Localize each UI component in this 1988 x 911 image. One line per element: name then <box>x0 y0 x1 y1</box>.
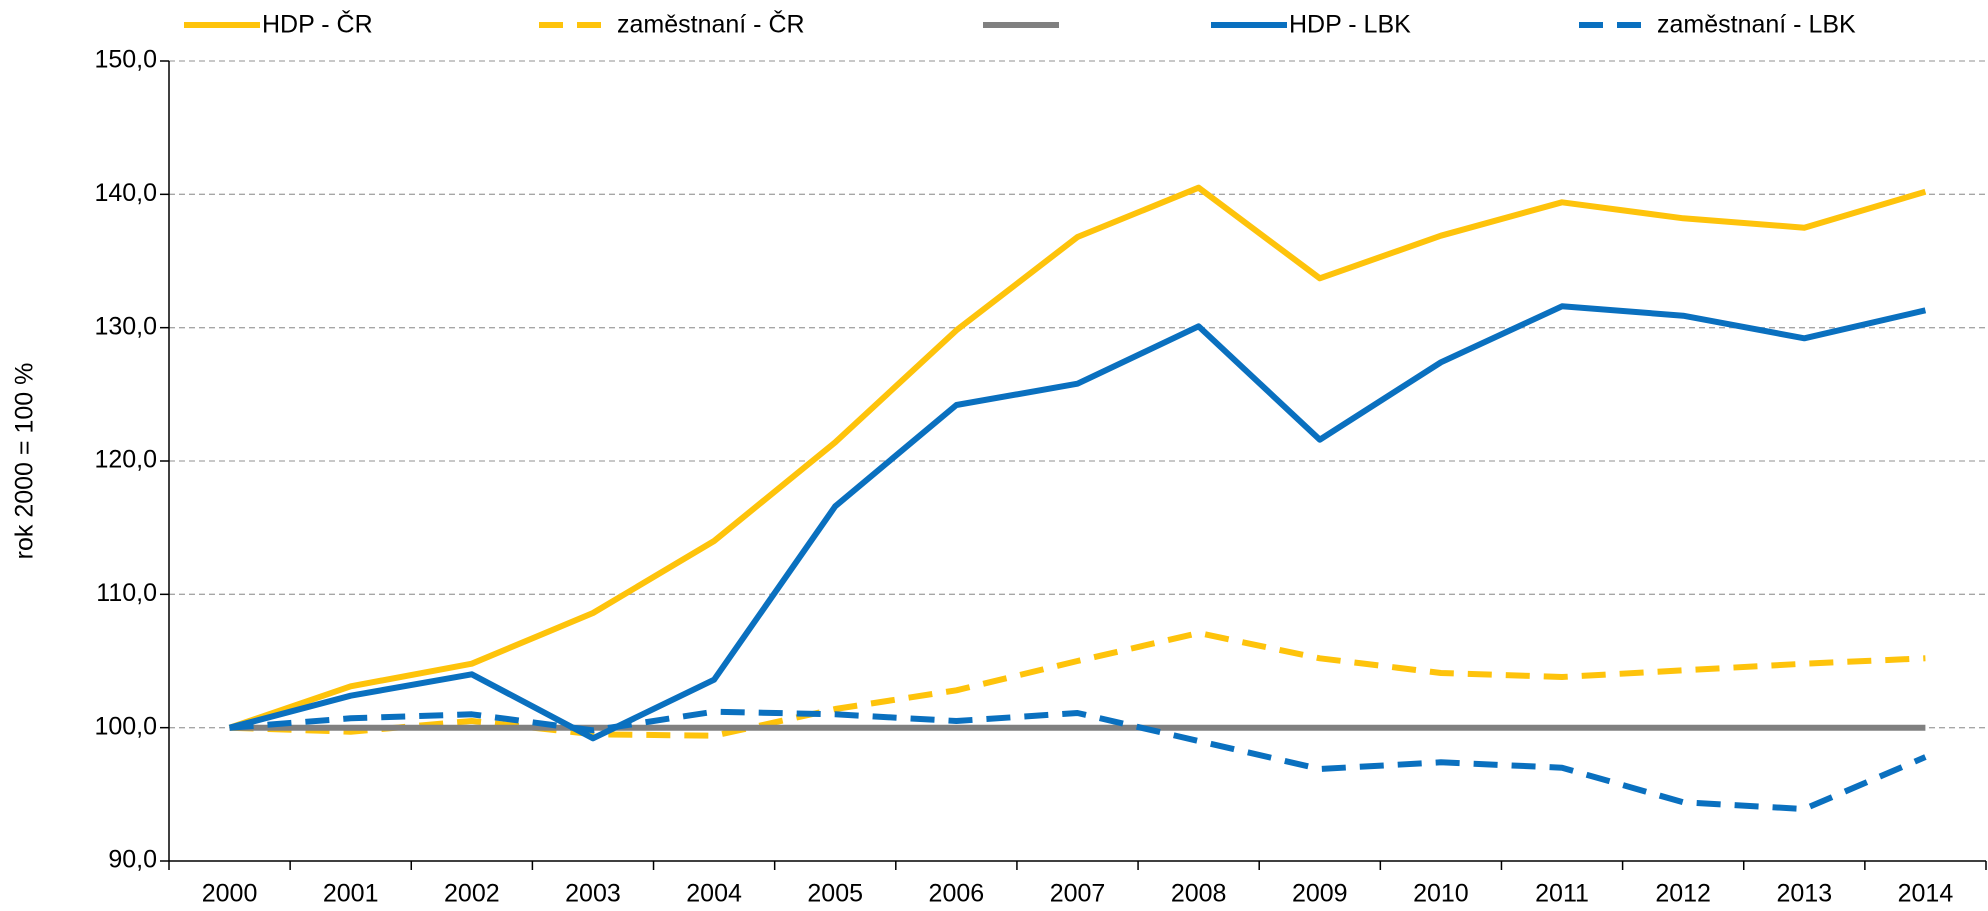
x-tick-label: 2007 <box>1050 880 1106 908</box>
y-tick-label: 150,0 <box>94 46 157 74</box>
y-tick-label: 130,0 <box>94 312 157 340</box>
x-tick-label: 2000 <box>202 880 258 908</box>
x-tick-label: 2012 <box>1655 880 1711 908</box>
y-tick-label: 110,0 <box>96 579 157 607</box>
x-tick-label: 2010 <box>1413 880 1469 908</box>
y-tick-label: 140,0 <box>94 179 157 207</box>
x-tick-label: 2005 <box>807 880 863 908</box>
y-tick-label: 90,0 <box>108 846 157 874</box>
x-tick-label: 2002 <box>444 880 500 908</box>
y-tick-label: 100,0 <box>94 712 157 740</box>
x-tick-label: 2006 <box>929 880 985 908</box>
legend-label: zaměstnaní - ČR <box>617 10 805 39</box>
x-tick-label: 2001 <box>323 880 379 908</box>
x-tick-label: 2013 <box>1776 880 1832 908</box>
x-tick-label: 2014 <box>1898 880 1954 908</box>
x-tick-label: 2004 <box>686 880 742 908</box>
series-line <box>228 184 1927 731</box>
y-tick-label: 120,0 <box>94 446 157 474</box>
x-tick-label: 2008 <box>1171 880 1227 908</box>
series-line <box>228 303 1927 742</box>
x-tick-label: 2011 <box>1535 880 1589 908</box>
x-tick-label: 2009 <box>1292 880 1348 908</box>
legend-label: HDP - ČR <box>262 10 373 39</box>
legend-label: zaměstnaní - LBK <box>1657 11 1856 39</box>
x-tick-label: 2003 <box>565 880 621 908</box>
legend-label: HDP - LBK <box>1289 11 1411 39</box>
series-line <box>229 708 1927 812</box>
y-axis-label: rok 2000 = 100 % <box>11 363 39 560</box>
series-line <box>229 630 1926 739</box>
